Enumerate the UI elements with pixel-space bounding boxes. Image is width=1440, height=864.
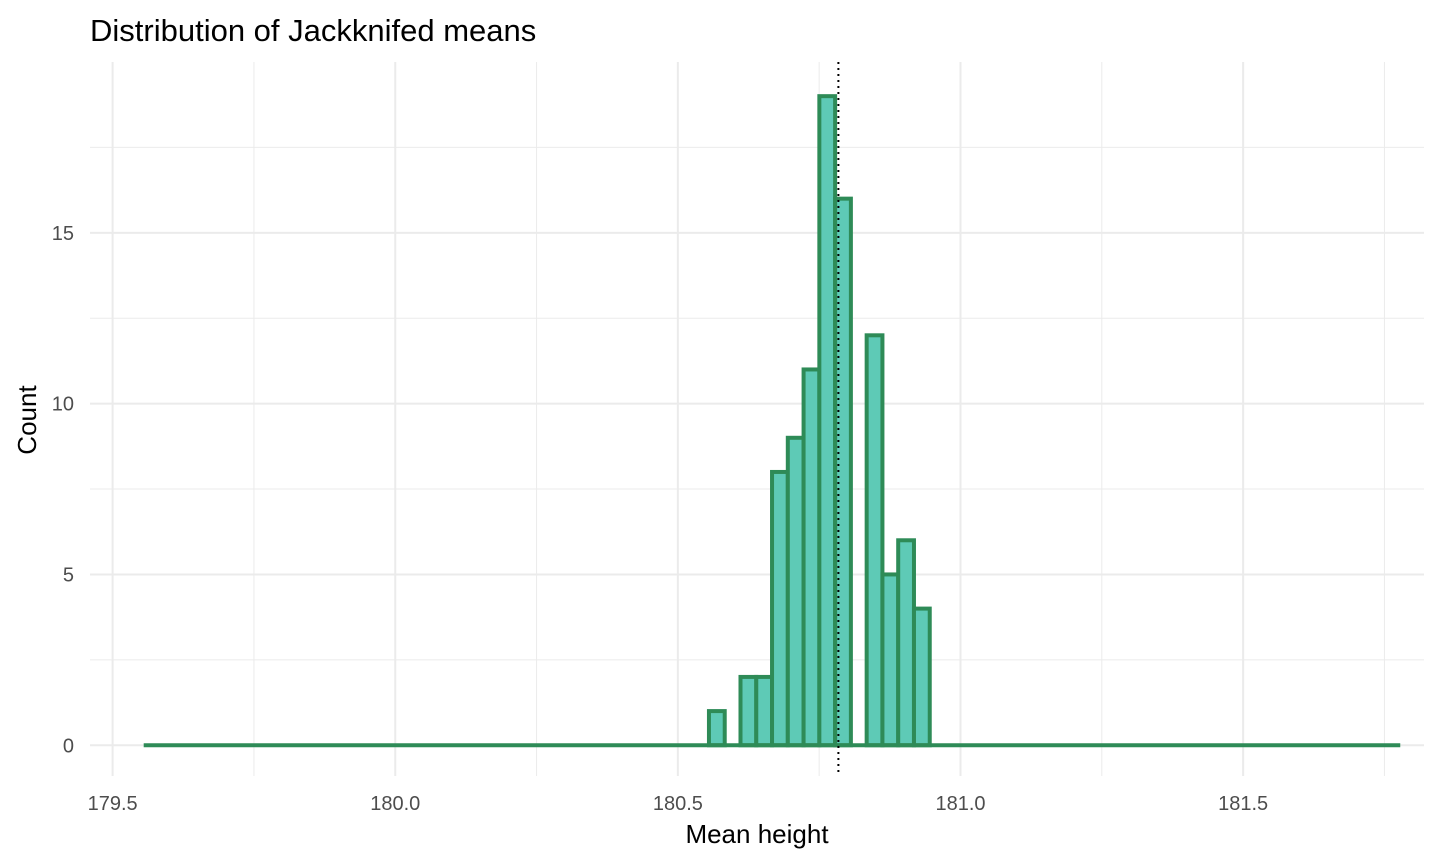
histogram-bar [896, 538, 916, 748]
histogram-bar [864, 333, 885, 748]
x-axis-tick-labels: 179.5 180.0 180.5 181.0 181.5 [88, 793, 1269, 815]
histogram-bar [706, 709, 727, 748]
histogram-bar [880, 572, 901, 748]
histogram-bar [817, 94, 838, 748]
histogram-bar [754, 674, 775, 748]
x-tick-label: 180.0 [370, 793, 420, 815]
y-tick-label: 15 [52, 223, 74, 245]
histogram-bar [801, 367, 822, 748]
y-axis-tick-labels: 0 5 10 15 [52, 223, 74, 757]
histogram-bar [911, 606, 932, 748]
y-axis-title: Count [12, 385, 42, 455]
x-tick-label: 181.5 [1218, 793, 1268, 815]
x-tick-label: 179.5 [88, 793, 138, 815]
y-tick-label: 0 [63, 735, 74, 757]
histogram-bar [770, 469, 790, 748]
y-tick-label: 10 [52, 394, 74, 416]
x-tick-label: 180.5 [653, 793, 703, 815]
histogram-bar [738, 674, 759, 748]
chart-title: Distribution of Jackknifed means [90, 13, 536, 48]
y-tick-label: 5 [63, 564, 74, 586]
histogram-bar [785, 435, 806, 748]
x-axis-title: Mean height [685, 819, 829, 849]
x-tick-label: 181.0 [935, 793, 985, 815]
